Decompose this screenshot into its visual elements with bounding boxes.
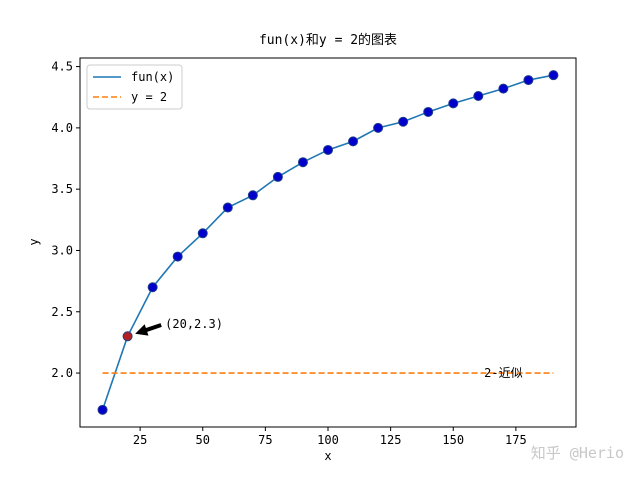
x-tick-label: 50: [196, 433, 210, 447]
data-point: [473, 91, 484, 102]
data-point: [272, 171, 283, 182]
data-point: [97, 404, 108, 415]
chart-title: fun(x)和y = 2的图表: [259, 32, 397, 48]
data-point: [498, 83, 509, 94]
x-tick-label: 175: [505, 433, 527, 447]
data-point: [398, 116, 409, 127]
x-tick-label: 25: [133, 433, 147, 447]
data-point: [297, 157, 308, 168]
x-axis-label: x: [324, 449, 331, 463]
data-point: [222, 202, 233, 213]
legend-box: [86, 64, 183, 110]
y-tick-label: 3.5: [51, 182, 73, 196]
data-point: [423, 106, 434, 117]
data-point: [147, 282, 158, 293]
x-tick-label: 125: [380, 433, 402, 447]
x-tick-label: 75: [258, 433, 272, 447]
data-point: [348, 136, 359, 147]
data-point: [373, 122, 384, 133]
series-line: [101, 74, 554, 411]
data-point: [523, 75, 534, 86]
data-point: [247, 190, 258, 201]
data-point: [172, 251, 183, 262]
data-point: [548, 70, 559, 81]
annotation: (20,2.3): [165, 317, 223, 331]
y-tick-label: 4.0: [51, 121, 73, 135]
legend-label: y = 2: [131, 90, 167, 104]
y-tick-label: 3.0: [51, 243, 73, 257]
legend-label: fun(x): [131, 70, 174, 84]
y-tick-label: 2.0: [51, 366, 73, 380]
legend: fun(x) y = 2: [86, 64, 183, 110]
annotation: 2-近似: [484, 366, 522, 380]
data-point: [448, 98, 459, 109]
annotation-arrow: [135, 323, 162, 336]
data-point: [323, 144, 333, 155]
y-axis-label: y: [27, 238, 41, 245]
y-tick-label: 2.5: [51, 305, 73, 319]
data-point: [122, 331, 133, 342]
x-tick-label: 150: [442, 433, 464, 447]
x-tick-label: 100: [317, 433, 339, 447]
y-tick-label: 4.5: [51, 60, 73, 74]
data-point: [197, 228, 208, 239]
watermark: 知乎 @Herio: [531, 444, 624, 462]
axes-frame: [79, 57, 577, 428]
